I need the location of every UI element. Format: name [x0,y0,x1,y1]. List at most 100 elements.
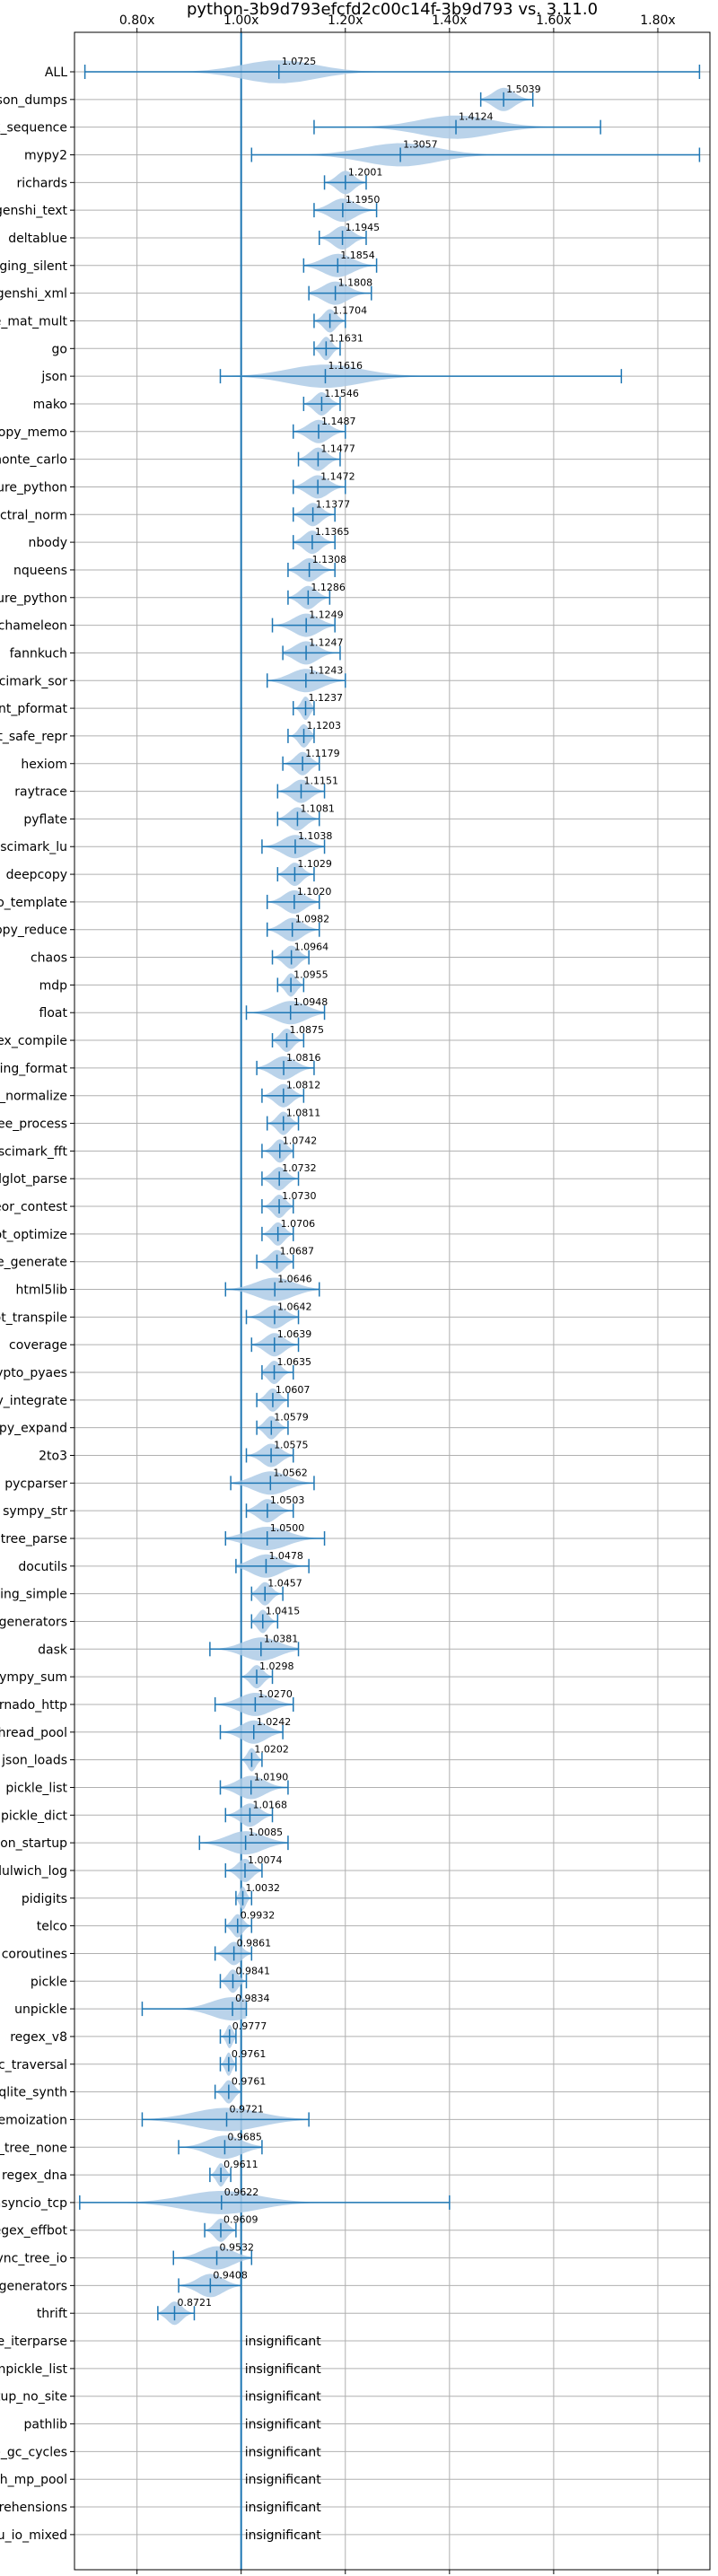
benchmark-row: 1.1179 [282,748,340,775]
benchmark-label: json_loads [1,1754,67,1768]
benchmark-label: regex_compile [0,1034,67,1048]
benchmark-row: 1.1365 [292,526,349,555]
benchmark-row: 1.0575 [245,1440,309,1468]
benchmark-label: logging_silent [0,259,68,274]
benchmark-row: 1.1377 [292,498,351,527]
median-label: 0.9761 [232,2076,267,2088]
benchmark-label: logging_simple [0,1588,67,1602]
benchmark-label: 2to3 [39,1450,67,1464]
benchmark-label: unpickle_pure_python [0,480,67,495]
median-label: 1.0298 [259,1660,294,1672]
median-label: 0.9609 [223,2214,258,2226]
benchmark-label: scimark_fft [0,1144,67,1159]
benchmark-label: telco [37,1920,67,1934]
median-label: 1.0811 [286,1108,321,1119]
median-label: 1.0635 [277,1356,312,1368]
benchmark-row: 1.0415 [250,1605,300,1634]
median-label: 1.0500 [270,1522,305,1534]
median-label: 1.0875 [289,1024,324,1036]
benchmark-label: deltablue [8,232,67,246]
benchmark-label: pidigits [22,1892,67,1906]
benchmark-row: 1.1472 [292,470,355,499]
median-label: 1.0575 [274,1440,309,1451]
benchmark-row: 1.1616 [219,360,623,388]
benchmark-label: xml_etree_iterparse [0,2335,67,2349]
median-label: 1.1377 [316,498,351,510]
benchmark-row: 1.1203 [287,720,341,748]
median-label: 1.1945 [346,222,381,233]
median-label: 0.9721 [230,2103,265,2115]
benchmark-row: 1.0964 [271,942,328,969]
benchmark-label: bench_thread_pool [0,1726,67,1740]
median-label: 1.0168 [252,1799,287,1810]
median-label: 1.3057 [403,138,438,150]
median-label: 0.9532 [220,2242,255,2254]
median-label: 1.0607 [276,1384,311,1396]
benchmark-row: 1.1151 [276,775,339,803]
benchmark-label: pyflate [23,812,67,827]
insignificant-label: insignificant [245,2501,322,2515]
benchmark-label: comprehensions [0,2501,67,2515]
insignificant-label: insignificant [245,2390,322,2405]
benchmark-row: 1.0706 [261,1218,315,1246]
median-label: 1.0639 [277,1328,312,1340]
benchmark-label: sqlglot_transpile [0,1310,67,1325]
median-label: 1.0503 [270,1494,305,1506]
benchmark-label: regex_v8 [10,2030,67,2045]
median-label: 1.0948 [293,996,328,1008]
benchmark-label: xml_etree_generate [0,1256,67,1270]
benchmark-row: 0.9611 [209,2159,258,2187]
benchmark-label: nqueens [13,564,67,578]
benchmark-row: insignificant [245,2473,322,2487]
median-label: 1.0732 [282,1162,317,1174]
benchmark-label: scimark_sparse_mat_mult [0,314,68,329]
benchmark-row: 1.0168 [224,1799,287,1827]
benchmark-label: pickle_dict [1,1809,68,1823]
median-label: 0.9777 [232,2020,267,2032]
benchmark-label: spectral_norm [0,508,67,522]
median-label: 1.1286 [311,582,346,593]
median-label: 1.1081 [300,802,335,814]
median-label: 1.0812 [286,1080,321,1091]
median-label: 0.9408 [213,2269,247,2281]
benchmark-row: 1.0811 [266,1108,321,1135]
benchmark-row: 1.0732 [261,1162,317,1191]
benchmark-row: insignificant [245,2335,322,2349]
benchmark-label: sqlglot_optimize [0,1228,67,1242]
benchmark-label: scimark_lu [0,840,67,854]
grid-lines [74,32,710,2570]
median-label: 1.1477 [320,443,355,455]
benchmark-row: 1.4124 [313,111,601,139]
benchmark-label: async_tree_cpu_io_mixed [0,2528,67,2543]
benchmark-row: 1.1546 [302,388,359,416]
x-axis-ticks: 0.80x0.80x1.00x1.00x1.20x1.20x1.40x1.40x… [0,13,676,2574]
benchmark-label: async_generators [0,1615,67,1629]
benchmark-label: async_tree_none [0,2141,67,2155]
benchmark-label: go [52,342,67,356]
median-label: 1.0270 [258,1688,293,1700]
benchmark-row: 0.9609 [204,2214,258,2242]
median-label: 1.0202 [254,1744,289,1756]
benchmark-label: regex_dna [2,2169,67,2183]
benchmark-row: 1.0646 [224,1274,320,1301]
benchmark-row: insignificant [245,2362,322,2377]
benchmark-row: 1.0478 [235,1550,310,1578]
median-label: 1.5039 [506,83,541,95]
median-label: 1.1308 [312,554,347,565]
median-label: 1.0725 [282,56,317,67]
benchmark-row: 0.9834 [141,1993,270,2021]
benchmark-label: dulwich_log [0,1864,67,1879]
benchmark-label: sqlite_synth [0,2086,67,2100]
median-label: 1.0381 [264,1633,299,1644]
median-label: 1.1020 [297,886,332,898]
benchmark-row: 1.1237 [292,692,343,721]
benchmark-label: deepcopy [6,868,67,882]
benchmark-label: regex_effbot [0,2224,67,2239]
benchmark-row: 1.0085 [198,1827,289,1855]
benchmark-row: 1.1020 [266,886,332,914]
median-label: 1.1151 [304,775,339,787]
median-label: 1.0816 [286,1052,321,1064]
median-label: 0.9861 [237,1937,272,1949]
median-label: 1.1179 [305,748,340,759]
benchmark-row: 1.1029 [276,858,332,887]
